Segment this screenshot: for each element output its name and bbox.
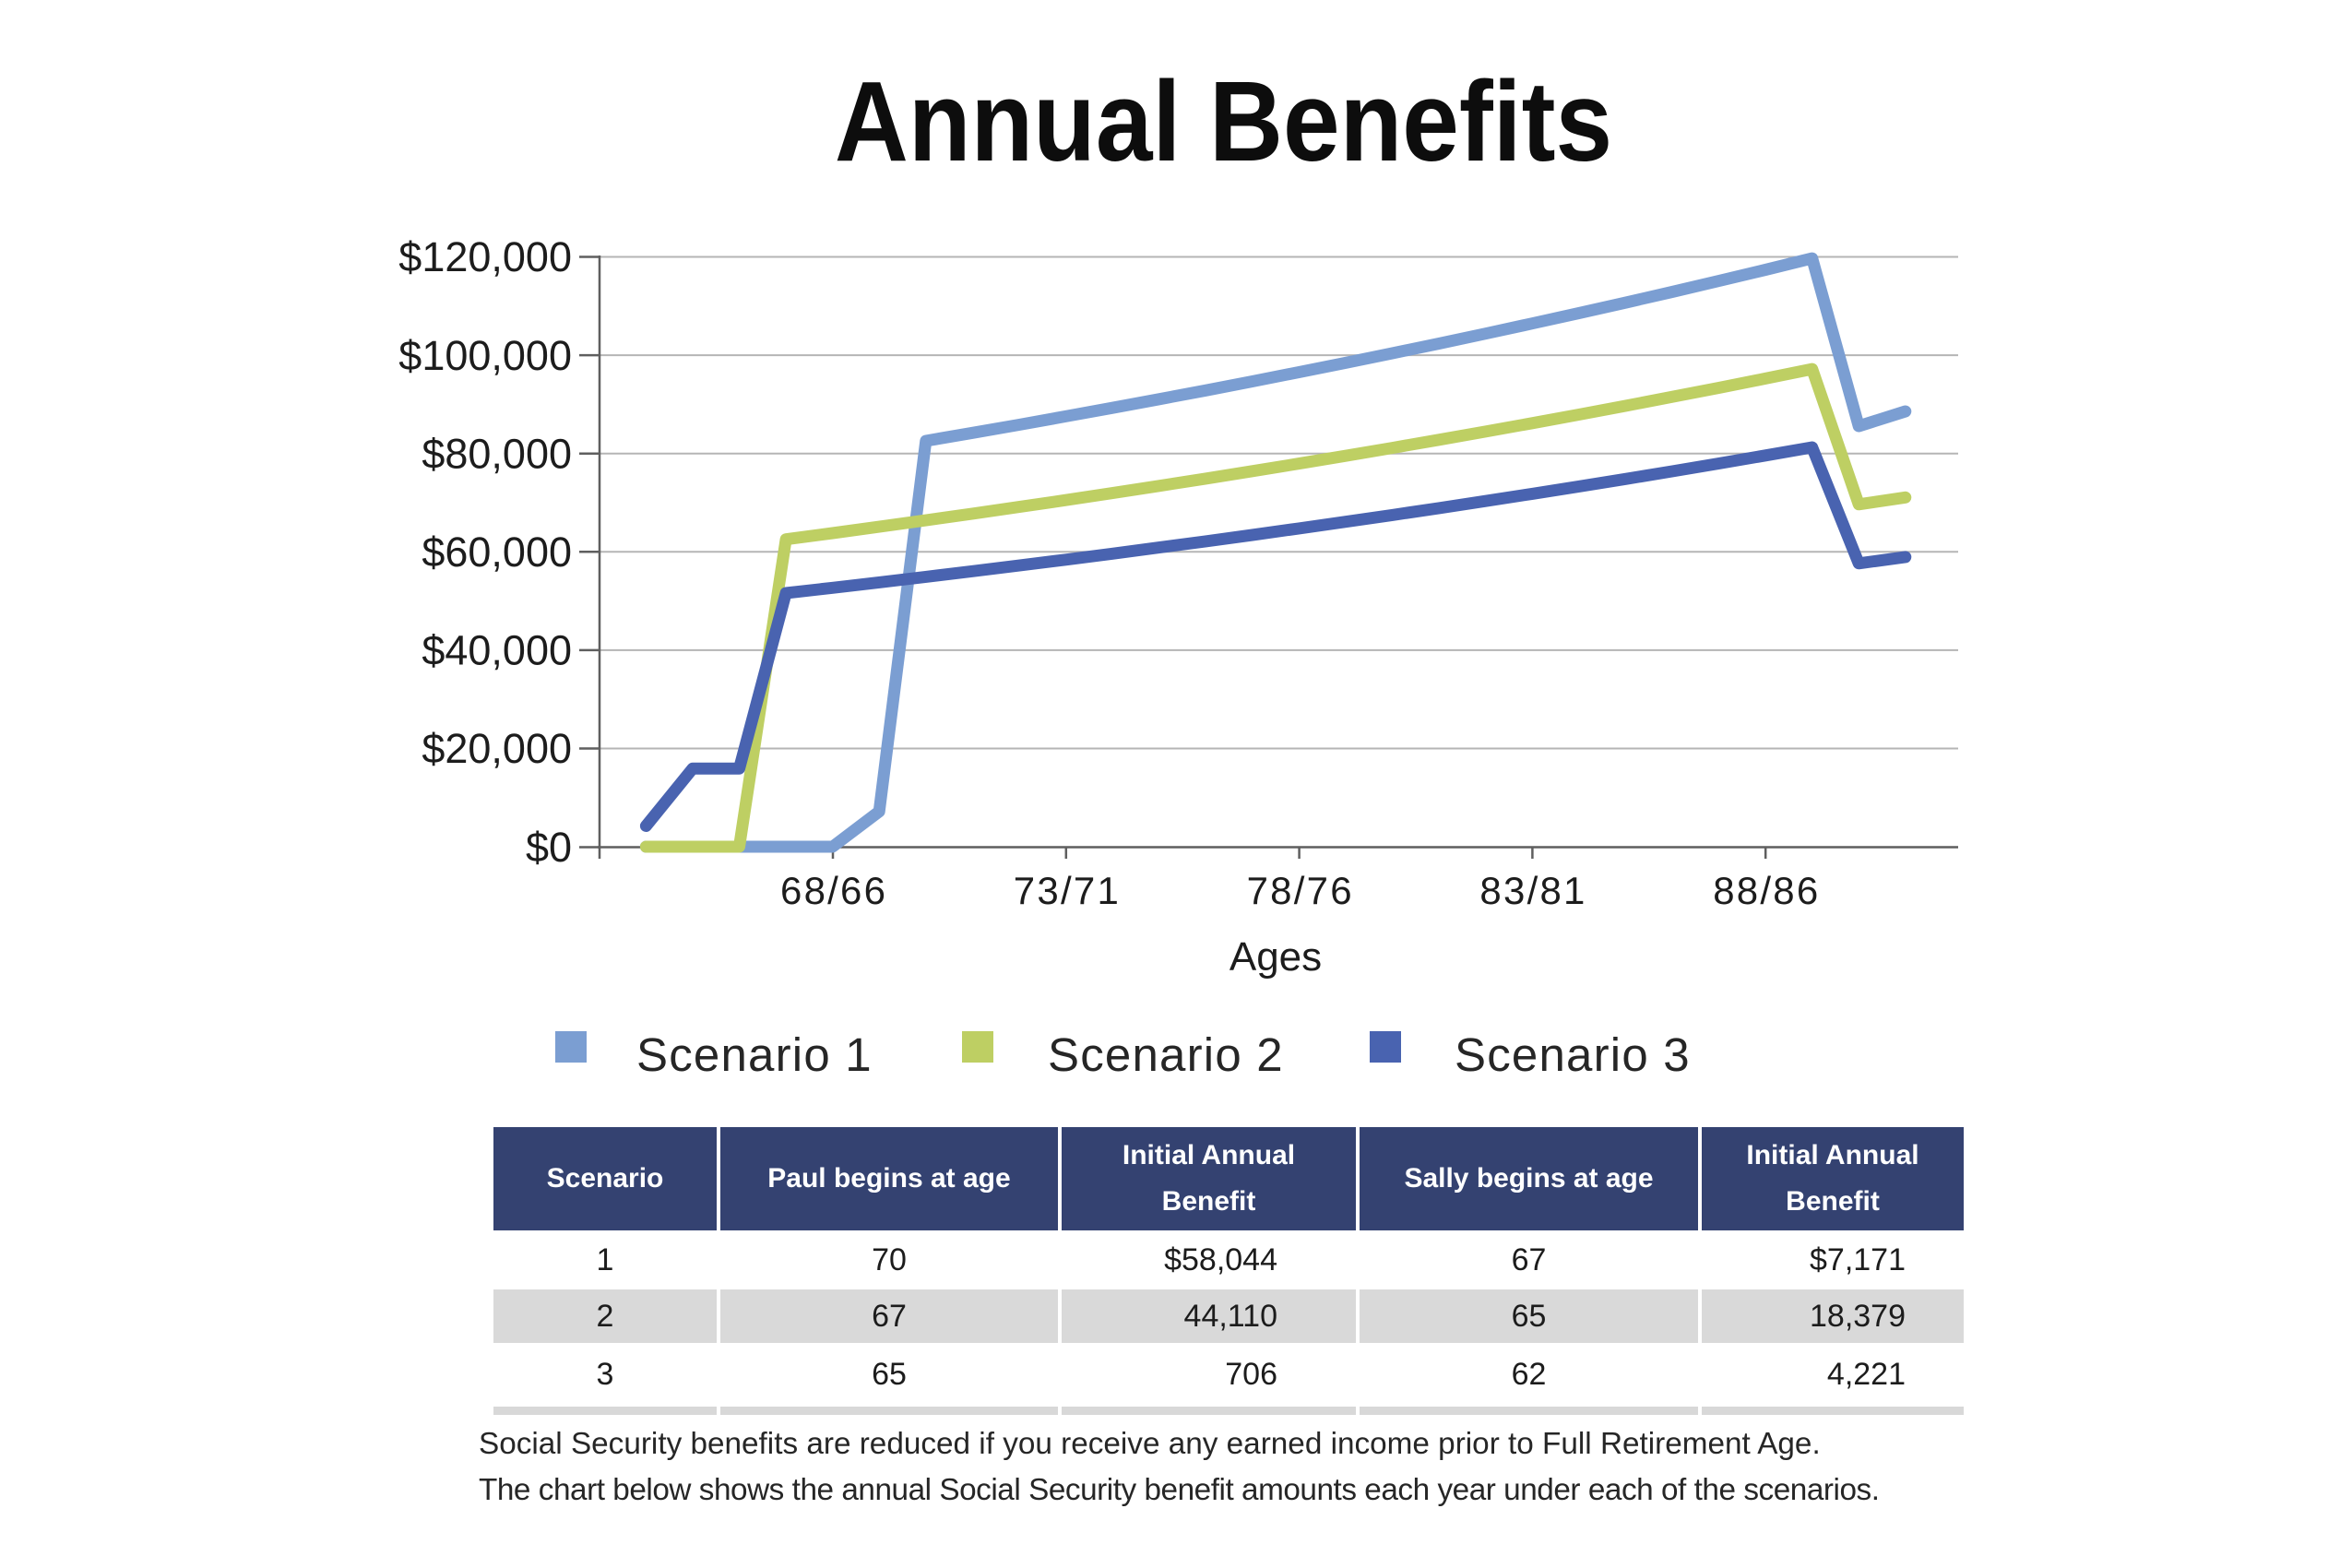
svg-text:Scenario 3: Scenario 3: [1455, 1028, 1691, 1081]
svg-text:73/71: 73/71: [1014, 869, 1119, 912]
svg-text:$120,000: $120,000: [398, 233, 572, 280]
svg-text:83/81: 83/81: [1479, 869, 1585, 912]
svg-text:$60,000: $60,000: [422, 529, 572, 576]
svg-text:Ages: Ages: [1229, 934, 1322, 980]
svg-text:$80,000: $80,000: [422, 430, 572, 477]
svg-text:$0: $0: [526, 824, 572, 871]
svg-text:$40,000: $40,000: [422, 627, 572, 674]
svg-text:Scenario 1: Scenario 1: [636, 1028, 873, 1081]
svg-text:$100,000: $100,000: [398, 332, 572, 379]
svg-text:Scenario 2: Scenario 2: [1048, 1028, 1284, 1081]
svg-text:78/76: 78/76: [1247, 869, 1352, 912]
svg-text:$20,000: $20,000: [422, 725, 572, 772]
svg-text:68/66: 68/66: [780, 869, 885, 912]
svg-text:88/86: 88/86: [1713, 869, 1818, 912]
